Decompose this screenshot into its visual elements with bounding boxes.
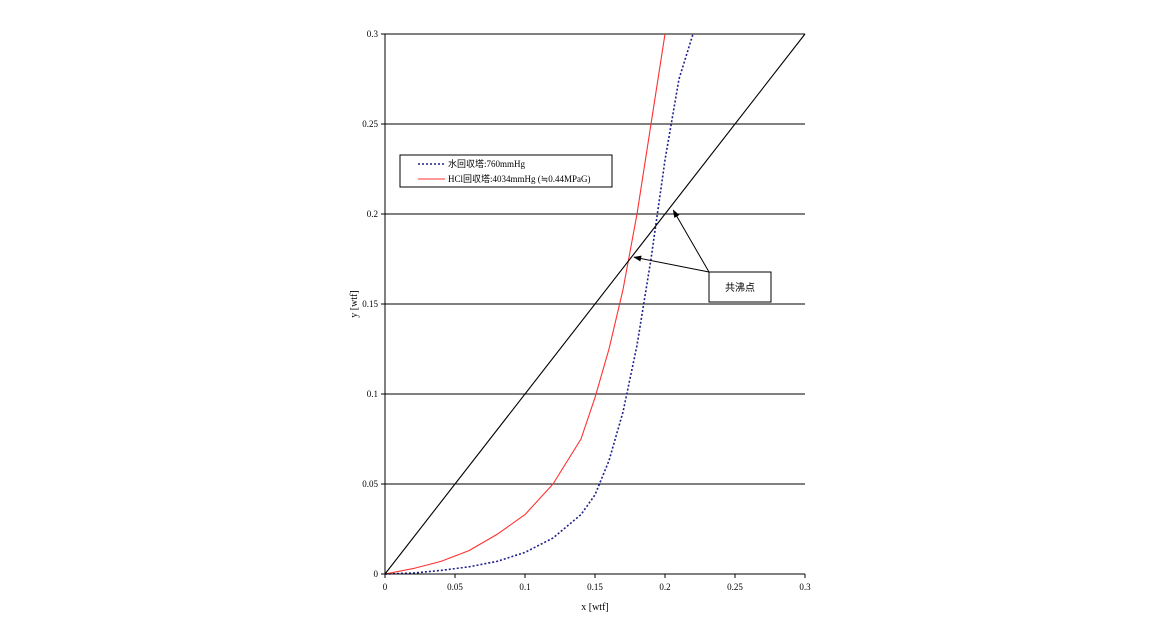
legend-entry-water: 水回収塔:760mmHg <box>448 158 526 169</box>
x-tick-label-1: 0.05 <box>447 582 463 592</box>
series-hcl-column <box>384 33 666 575</box>
y-tick-label-4: 0.2 <box>367 209 378 219</box>
x-tick-label-2: 0.1 <box>519 582 530 592</box>
annotation-box <box>708 271 772 303</box>
series-diagonal <box>384 33 806 575</box>
annotation: 共沸点 <box>633 209 772 303</box>
y-tick-label-3: 0.15 <box>362 299 378 309</box>
x-tick-label-0: 0 <box>383 582 388 592</box>
x-tick-label-3: 0.15 <box>587 582 603 592</box>
y-tick-label-1: 0.05 <box>362 479 378 489</box>
tick-layer: 0 0.05 0.1 0.15 0.2 0.25 0.3 0 0.05 0.1 0.15 0.2 0.2… <box>362 29 811 592</box>
annotation-arrow-hcl <box>633 255 710 273</box>
x-axis-label: x [wtf] <box>581 602 609 613</box>
y-axis-label: y [wtf] <box>349 290 360 318</box>
legend-entry-hcl: HCl回収塔:4034mmHg (≒0.44MPaG) <box>448 173 591 184</box>
y-tick-label-5: 0.25 <box>362 119 378 129</box>
x-tick-label-6: 0.3 <box>799 582 811 592</box>
y-tick-label-0: 0 <box>374 569 379 579</box>
x-tick-label-4: 0.2 <box>659 582 670 592</box>
y-tick-label-6: 0.3 <box>367 29 379 39</box>
legend: 水回収塔:760mmHg HCl回収塔:4034mmHg (≒0.44MPaG) <box>399 154 613 188</box>
series-layer <box>384 33 806 575</box>
legend-box <box>399 154 613 188</box>
x-tick-label-5: 0.25 <box>727 582 743 592</box>
y-tick-label-2: 0.1 <box>367 389 378 399</box>
annotation-label: 共沸点 <box>725 281 755 294</box>
annotation-arrow-water <box>672 209 710 273</box>
